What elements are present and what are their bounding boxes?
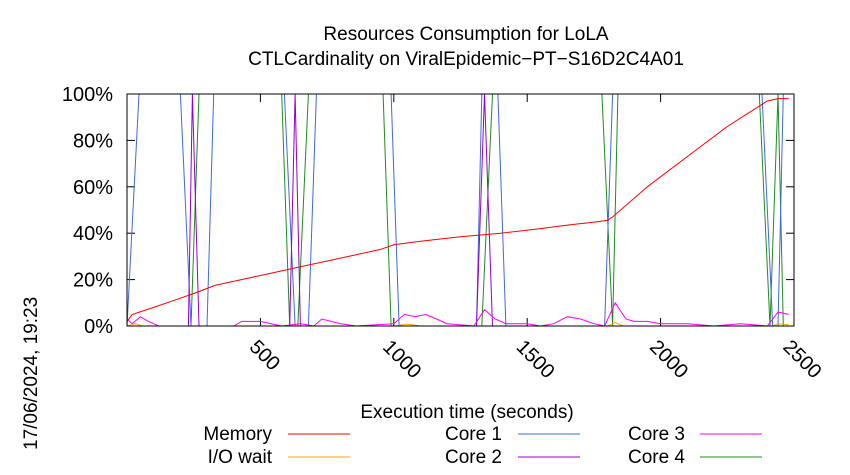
y-tick-label: 0% [84,316,113,338]
series-line-core-4 [127,93,789,327]
timestamp-label: 17/06/2024, 19:23 [21,297,42,450]
grid-ticks [127,93,795,327]
series-line-memory [126,98,789,322]
x-tick-label: 1500 [512,336,559,383]
series-line-core-2 [127,93,789,327]
legend-label-core-2: Core 2 [445,447,502,468]
legend-label-memory: Memory [203,424,272,445]
x-tick-label: 2500 [778,336,825,383]
x-tick-label: 1000 [378,336,425,383]
x-tick-label: 2000 [645,336,692,383]
tick-labels: 0% 20% 40% 60% 80% 100% 500 1000 1500 2000 2500 [62,84,826,383]
chart-subtitle: CTLCardinality on ViralEpidemic−PT−S16D2… [248,49,684,70]
x-axis-label: Execution time (seconds) [360,402,573,423]
y-tick-label: 60% [73,177,113,199]
y-tick-label: 40% [73,223,113,245]
y-tick-label: 80% [73,130,113,152]
plot-area [126,93,789,327]
legend-label-core-4: Core 4 [628,447,685,468]
y-tick-label: 100% [62,84,113,106]
plot-frame [126,93,795,327]
series-line-core-1 [126,93,789,327]
legend-label-i-o-wait: I/O wait [208,447,273,468]
legend-label-core-1: Core 1 [445,424,502,445]
x-tick-label: 500 [245,336,284,375]
y-tick-label: 20% [73,270,113,292]
legend-label-core-3: Core 3 [628,424,685,445]
series-line-core-3 [126,301,789,327]
chart-title: Resources Consumption for LoLA [323,24,608,45]
